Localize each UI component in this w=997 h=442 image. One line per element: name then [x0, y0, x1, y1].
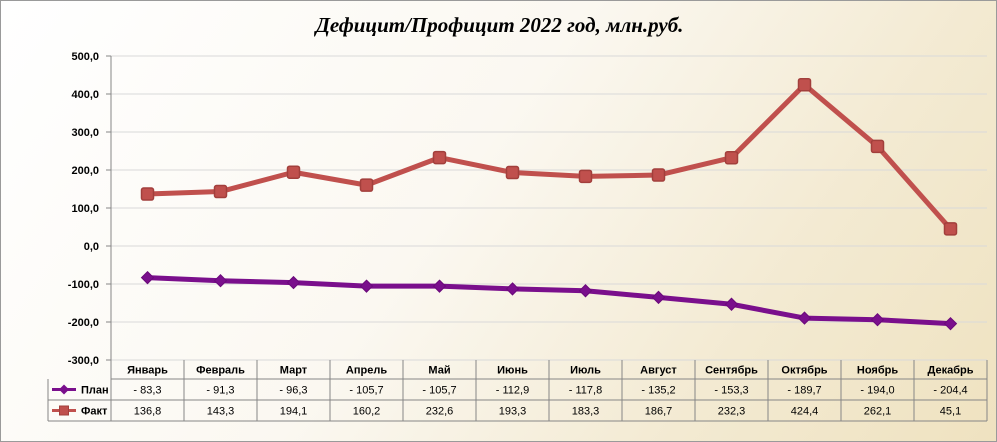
- category-label: Август: [640, 365, 677, 377]
- table-value: 45,1: [940, 406, 961, 418]
- data-point: [286, 165, 301, 179]
- series-line-plan: [145, 275, 953, 327]
- category-label: Декабрь: [928, 365, 974, 377]
- table-value: - 135,2: [641, 385, 675, 397]
- y-tick-label: -200,0: [68, 317, 99, 329]
- series-line-fact: [145, 82, 953, 232]
- category-label: Январь: [127, 365, 168, 377]
- table-value: 143,3: [207, 406, 235, 418]
- data-point: [724, 297, 739, 311]
- y-tick-label: 400,0: [71, 89, 99, 101]
- table-value: - 83,3: [133, 385, 161, 397]
- table-value: 232,3: [718, 406, 746, 418]
- chart-title: Дефицит/Профицит 2022 год, млн.руб.: [315, 13, 684, 37]
- data-point: [870, 139, 885, 154]
- table-value: 186,7: [645, 406, 673, 418]
- data-point: [578, 169, 593, 184]
- table-value: - 105,7: [422, 385, 456, 397]
- category-label: Сентябрь: [705, 365, 758, 377]
- legend-marker: [59, 405, 69, 416]
- data-point: [724, 150, 739, 165]
- y-tick-label: 200,0: [71, 165, 99, 177]
- data-point: [797, 77, 812, 92]
- legend-marker: [59, 384, 69, 395]
- data-point: [505, 165, 520, 180]
- legend-label: Факт: [81, 406, 108, 418]
- data-point: [651, 290, 666, 305]
- data-point: [140, 270, 155, 285]
- data-point: [797, 311, 812, 325]
- category-label: Май: [428, 365, 450, 377]
- category-label: Февраль: [196, 365, 245, 377]
- data-point: [505, 282, 520, 296]
- data-point: [578, 284, 593, 298]
- table-value: - 204,4: [933, 385, 967, 397]
- data-point: [870, 313, 885, 327]
- legend-label: План: [81, 385, 109, 397]
- y-tick-label: -100,0: [68, 279, 99, 291]
- data-point: [140, 187, 155, 201]
- data-point: [213, 273, 228, 288]
- table-value: - 117,8: [569, 385, 602, 397]
- table-value: 424,4: [791, 406, 819, 418]
- category-label: Ноябрь: [857, 365, 898, 377]
- y-tick-label: 500,0: [71, 51, 99, 63]
- y-tick-label: 0,0: [84, 241, 99, 253]
- table-value: 232,6: [426, 406, 454, 418]
- category-label: Июль: [570, 365, 601, 377]
- table-value: 262,1: [864, 406, 892, 418]
- table-value: 194,1: [280, 406, 308, 418]
- table-value: - 153,3: [714, 385, 748, 397]
- table-value: - 112,9: [496, 385, 529, 397]
- table-value: - 91,3: [206, 385, 234, 397]
- category-label: Апрель: [346, 365, 387, 377]
- y-tick-label: 100,0: [71, 203, 99, 215]
- table-value: - 96,3: [279, 385, 307, 397]
- category-label: Октябрь: [781, 365, 827, 377]
- y-tick-label: 300,0: [71, 127, 99, 139]
- data-point: [359, 178, 374, 192]
- table-value: 183,3: [572, 406, 600, 418]
- table-value: 136,8: [134, 406, 162, 418]
- table-value: - 189,7: [787, 385, 821, 397]
- data-point: [432, 279, 447, 293]
- data-point: [359, 279, 374, 293]
- table-value: - 105,7: [349, 385, 383, 397]
- y-tick-label: -300,0: [68, 355, 99, 367]
- table-value: - 194,0: [860, 385, 894, 397]
- table-value: 160,2: [353, 406, 381, 418]
- category-label: Март: [280, 365, 308, 377]
- data-point: [943, 316, 958, 331]
- data-point: [651, 168, 666, 182]
- table-value: 193,3: [499, 406, 527, 418]
- category-label: Июнь: [497, 365, 528, 377]
- data-point: [432, 150, 447, 165]
- data-point: [943, 222, 958, 236]
- data-point: [213, 184, 228, 199]
- data-point: [286, 275, 301, 290]
